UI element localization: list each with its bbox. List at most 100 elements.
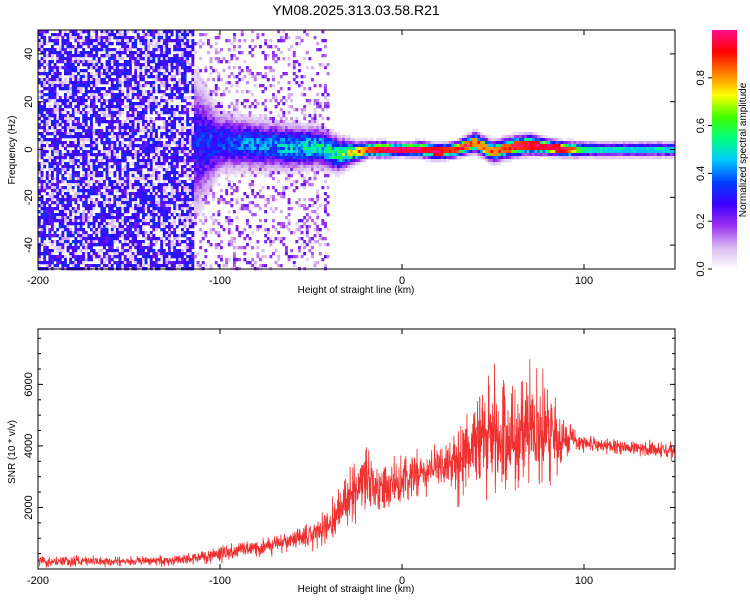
spectrogram-cell — [144, 135, 148, 139]
spectrogram-cell — [90, 240, 93, 244]
spectrogram-cell — [149, 234, 153, 238]
spectrogram-cell — [51, 87, 54, 91]
spectrogram-cell — [183, 204, 187, 208]
spectrogram-cell — [287, 177, 291, 181]
spectrogram-cell — [51, 219, 54, 223]
spectrogram-cell — [113, 147, 117, 151]
spectrogram-cell — [134, 216, 138, 220]
spectrogram-cell — [155, 66, 158, 70]
spectrogram-cell — [168, 111, 171, 115]
spectrogram-cell — [196, 120, 200, 124]
spectrogram-cell — [118, 171, 122, 175]
spectrogram-cell — [53, 219, 57, 223]
spectrogram-cell — [38, 102, 41, 106]
spectrogram-cell — [253, 114, 257, 118]
spectrogram-cell — [97, 243, 101, 247]
spectrogram-cell — [175, 204, 179, 208]
spectrogram-cell — [95, 138, 99, 142]
spectrogram-cell — [251, 192, 255, 196]
spectrogram-cell — [45, 225, 49, 229]
spectrogram-cell — [155, 138, 158, 142]
spectrogram-cell — [157, 48, 161, 52]
spectrogram-cell — [246, 126, 249, 130]
spectrogram-cell — [235, 132, 239, 136]
spectrogram-cell — [61, 189, 65, 193]
spectrogram-cell — [118, 174, 122, 178]
spectrogram-cell — [155, 78, 158, 82]
spectrogram-cell — [40, 201, 44, 205]
spectrogram-cell — [66, 222, 70, 226]
spectrogram-cell — [38, 81, 41, 85]
spectrogram-cell — [116, 249, 119, 253]
spectrogram-cell — [282, 141, 286, 145]
spectrogram-cell — [97, 129, 101, 133]
spectrogram-cell — [157, 261, 161, 265]
spectrogram-cell — [285, 36, 288, 40]
spectrogram-cell — [181, 39, 184, 43]
spectrogram-cell — [79, 195, 83, 199]
spectrogram-cell — [196, 147, 200, 151]
spectrogram-cell — [160, 48, 164, 52]
spectrogram-cell — [168, 192, 171, 196]
spectrogram-cell — [240, 102, 244, 106]
spectrogram-cell — [103, 144, 106, 148]
spectrogram-cell — [188, 51, 192, 55]
spectrogram-cell — [285, 252, 288, 256]
spectrogram-cell — [45, 177, 49, 181]
spectrogram-cell — [51, 201, 54, 205]
spectrogram-cell — [43, 252, 47, 256]
spectrogram-cell — [66, 246, 70, 250]
spectrogram-cell — [147, 234, 151, 238]
spectrogram-cell — [274, 150, 278, 154]
spectrogram-cell — [121, 261, 125, 265]
spectrogram-cell — [287, 186, 291, 190]
spectrogram-cell — [103, 69, 106, 73]
spectrogram-cell — [152, 99, 156, 103]
spectrogram-cell — [116, 87, 119, 91]
spectrogram-cell — [155, 171, 158, 175]
spectrogram-cell — [92, 54, 96, 58]
spectrogram-cell — [246, 120, 249, 124]
spectrogram-cell — [64, 228, 67, 232]
spectrogram-cell — [53, 264, 57, 268]
spectrogram-cell — [129, 102, 132, 106]
spectrogram-cell — [186, 141, 190, 145]
spectrogram-cell — [90, 39, 93, 43]
spectrogram-cell — [113, 72, 117, 76]
spectrogram-cell — [71, 222, 75, 226]
spectrogram-cell — [220, 108, 223, 112]
spectrogram-cell — [129, 132, 132, 136]
spectrogram-cell — [38, 192, 41, 196]
spectrogram-cell — [243, 207, 247, 211]
spectrogram-cell — [160, 153, 164, 157]
spectrogram-cell — [113, 219, 117, 223]
spectrogram-cell — [186, 54, 190, 58]
spectrogram-cell — [43, 99, 47, 103]
spectrogram-cell — [105, 126, 109, 130]
spectrogram-cell — [287, 63, 291, 67]
spectrogram-cell — [194, 207, 197, 211]
spectrogram-cell — [191, 159, 195, 163]
spectrogram-cell — [74, 57, 78, 61]
spectrogram-cell — [77, 210, 80, 214]
spectrogram-cell — [123, 195, 127, 199]
spectrogram-cell — [178, 30, 182, 34]
spectrogram-cell — [105, 105, 109, 109]
spectrogram-cell — [92, 231, 96, 235]
spectrogram-cell — [79, 51, 83, 55]
spectrogram-cell — [90, 156, 93, 160]
spectrogram-cell — [142, 42, 145, 46]
spectrogram-cell — [53, 234, 57, 238]
spectrogram-cell — [207, 162, 210, 166]
spectrogram-cell — [38, 168, 41, 172]
spectrogram-cell — [155, 222, 158, 226]
spectrogram-cell — [157, 180, 161, 184]
spectrogram-cell — [201, 231, 205, 235]
spectrogram-cell — [162, 180, 166, 184]
spectrogram-cell — [194, 216, 197, 220]
spectrogram-cell — [103, 255, 106, 259]
spectrogram-cell — [134, 168, 138, 172]
spectrogram-cell — [40, 261, 44, 265]
spectrogram-cell — [82, 150, 86, 154]
spectrogram-cell — [220, 138, 223, 142]
